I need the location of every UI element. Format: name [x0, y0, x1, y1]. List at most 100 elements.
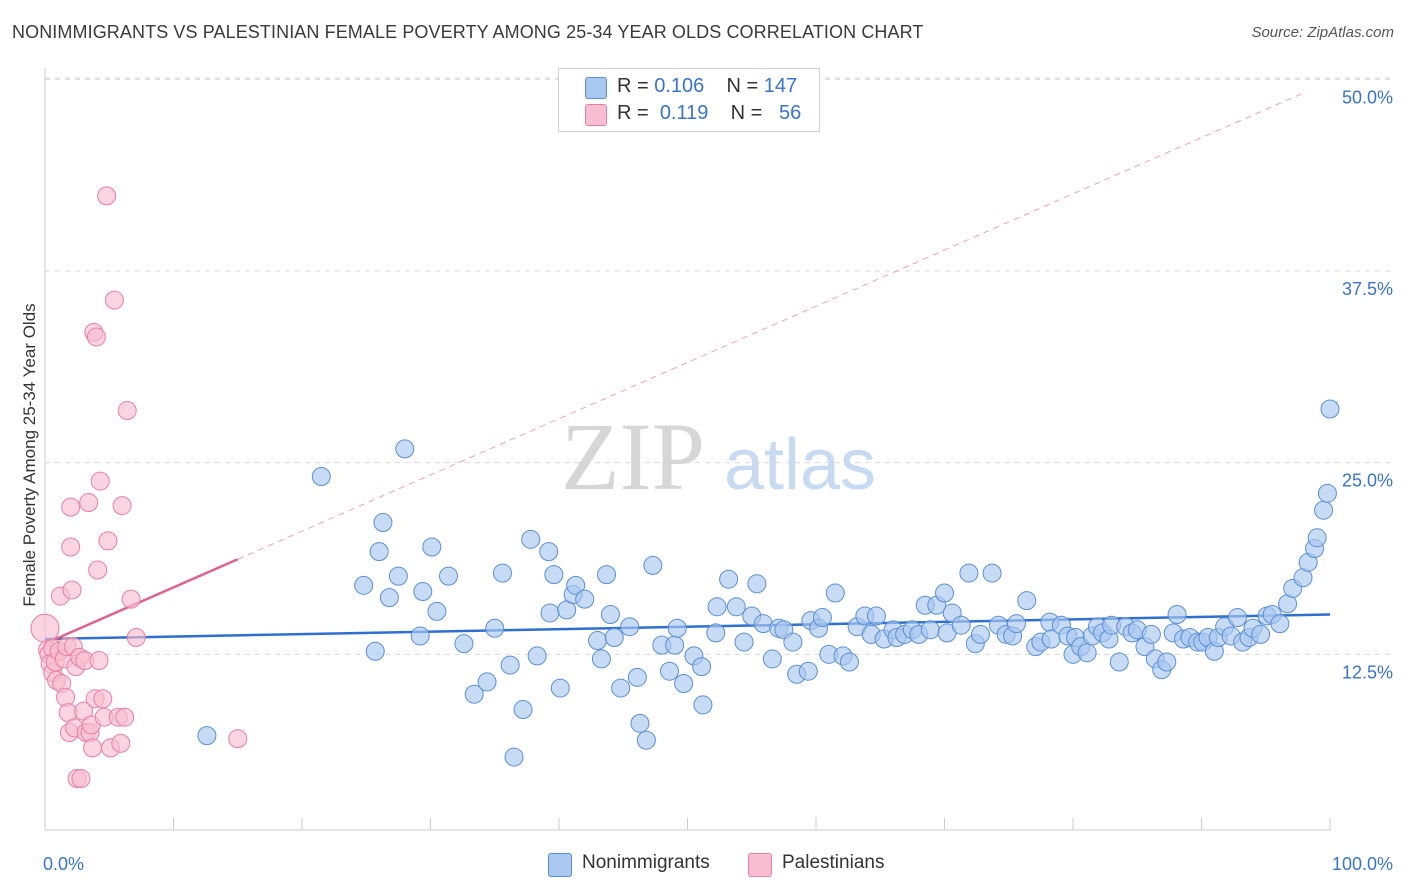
point-nonimmigrants [588, 631, 608, 651]
point-nonimmigrants [951, 615, 971, 635]
point-nonimmigrants [388, 566, 408, 586]
point-nonimmigrants [1006, 614, 1026, 634]
point-nonimmigrants [464, 684, 484, 704]
bottom-swatch-palestinians [748, 853, 772, 877]
point-palestinians [79, 493, 99, 513]
point-nonimmigrants [982, 563, 1002, 583]
point-nonimmigrants [513, 700, 533, 720]
point-nonimmigrants [477, 672, 497, 692]
point-nonimmigrants [1157, 652, 1177, 672]
point-nonimmigrants [620, 617, 640, 637]
chart-title: NONIMMIGRANTS VS PALESTINIAN FEMALE POVE… [12, 22, 924, 42]
point-nonimmigrants [604, 627, 624, 647]
n-label: N = [730, 102, 763, 124]
axis-labels: 12.5% 25.0% 37.5% 50.0% 0.0% 100.0% Female Pov… [20, 87, 1393, 874]
point-nonimmigrants [500, 655, 520, 675]
point-nonimmigrants [600, 604, 620, 624]
point-nonimmigrants [660, 661, 680, 681]
r-value-nonimmigrants: 0.106 [654, 75, 705, 97]
point-palestinians [61, 537, 81, 557]
point-nonimmigrants [454, 634, 474, 654]
point-nonimmigrants [369, 542, 389, 562]
point-palestinians [90, 471, 110, 491]
point-nonimmigrants [1227, 608, 1247, 628]
point-palestinians [83, 738, 103, 758]
point-nonimmigrants [692, 657, 712, 677]
point-nonimmigrants [1141, 624, 1161, 644]
point-nonimmigrants [1251, 624, 1271, 644]
x-tick-label-min: 0.0% [43, 854, 84, 874]
point-nonimmigrants [959, 563, 979, 583]
point-palestinians [71, 769, 91, 789]
point-nonimmigrants [1109, 652, 1129, 672]
point-nonimmigrants [719, 569, 739, 589]
point-nonimmigrants [1320, 399, 1340, 419]
point-nonimmigrants [630, 713, 650, 733]
point-nonimmigrants [798, 661, 818, 681]
watermark-atlas: atlas [724, 425, 876, 505]
y-axis-label: Female Poverty Among 25-34 Year Olds [20, 303, 39, 606]
point-palestinians [93, 689, 113, 709]
point-nonimmigrants [812, 608, 832, 628]
bottom-swatch-nonimmigrants [548, 853, 572, 877]
bottom-label-nonimmigrants: Nonimmigrants [582, 852, 710, 873]
point-palestinians [115, 707, 135, 727]
point-nonimmigrants [693, 695, 713, 715]
point-palestinians [112, 496, 132, 516]
point-nonimmigrants [674, 673, 694, 693]
legend-swatch-nonimmigrants [585, 77, 607, 99]
point-palestinians [126, 627, 146, 647]
point-nonimmigrants [970, 624, 990, 644]
legend-text-palestinians: R = 0.119 N = 56 [617, 102, 801, 125]
point-palestinians [104, 290, 124, 310]
n-value-palestinians: 56 [778, 102, 802, 124]
point-nonimmigrants [734, 632, 754, 652]
point-nonimmigrants [825, 583, 845, 603]
point-nonimmigrants [539, 542, 559, 562]
point-nonimmigrants [575, 589, 595, 609]
r-label: R = [617, 102, 649, 124]
point-nonimmigrants [492, 563, 512, 583]
r-label: R = [617, 75, 649, 97]
point-palestinians [228, 729, 248, 749]
y-tick-label: 12.5% [1342, 662, 1393, 682]
point-nonimmigrants [747, 574, 767, 594]
point-nonimmigrants [438, 566, 458, 586]
point-nonimmigrants [1077, 643, 1097, 663]
point-nonimmigrants [354, 575, 374, 595]
point-nonimmigrants [413, 581, 433, 601]
x-tick-label-max: 100.0% [1332, 854, 1393, 874]
point-nonimmigrants [1270, 614, 1290, 634]
point-nonimmigrants [410, 626, 430, 646]
point-nonimmigrants [395, 439, 415, 459]
y-tick-label: 50.0% [1342, 87, 1393, 107]
point-nonimmigrants [544, 565, 564, 585]
grid-lines [45, 77, 1393, 655]
point-nonimmigrants [521, 529, 541, 549]
point-nonimmigrants [591, 649, 611, 669]
point-nonimmigrants [762, 649, 782, 669]
y-tick-label: 37.5% [1342, 279, 1393, 299]
point-nonimmigrants [706, 623, 726, 643]
watermark: ZIP atlas [561, 403, 876, 510]
watermark-zip: ZIP [561, 403, 705, 510]
point-nonimmigrants [311, 466, 331, 486]
point-nonimmigrants [365, 641, 385, 661]
legend-swatch-palestinians [585, 104, 607, 126]
point-nonimmigrants [866, 606, 886, 626]
point-nonimmigrants [485, 618, 505, 638]
point-nonimmigrants [667, 618, 687, 638]
point-palestinians [97, 186, 117, 206]
point-nonimmigrants [527, 646, 547, 666]
r-value-palestinians: 0.119 [659, 102, 709, 124]
point-palestinians [111, 733, 131, 753]
bottom-label-palestinians: Palestinians [782, 852, 885, 873]
point-nonimmigrants [1307, 528, 1327, 548]
point-nonimmigrants [935, 583, 954, 603]
point-nonimmigrants [597, 565, 617, 585]
data-points [30, 186, 1340, 789]
point-palestinians [117, 401, 137, 421]
point-nonimmigrants [707, 597, 727, 617]
point-nonimmigrants [920, 620, 940, 640]
point-nonimmigrants [1317, 483, 1337, 503]
